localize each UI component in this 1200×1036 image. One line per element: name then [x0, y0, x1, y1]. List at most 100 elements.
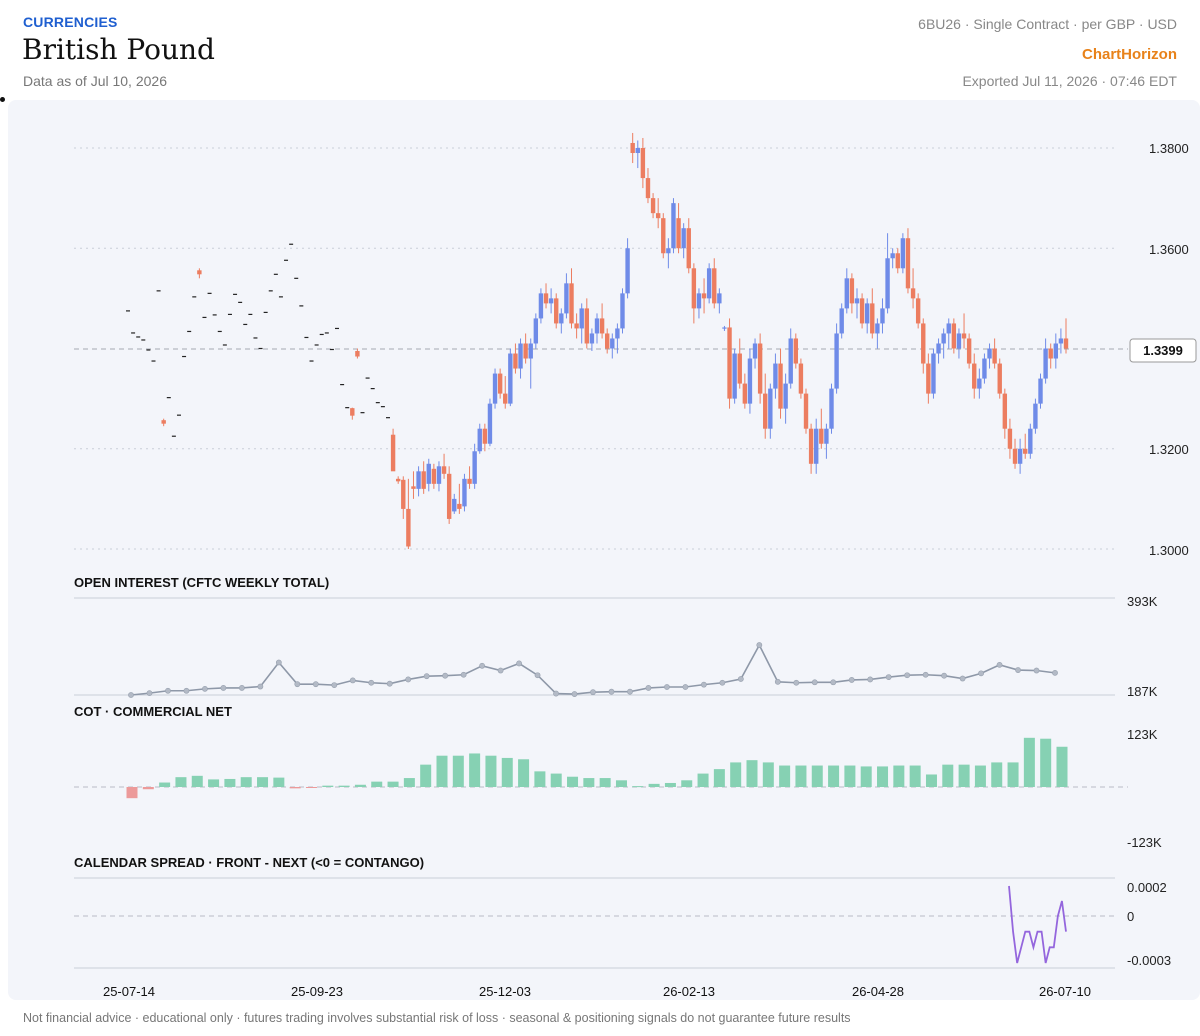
- cot-bar: [1056, 746, 1068, 787]
- candle: [406, 478, 411, 549]
- candle-body: [625, 248, 630, 294]
- cot-bar: [779, 765, 791, 787]
- candle-body: [594, 318, 600, 334]
- cot-bar: [893, 765, 905, 787]
- candle: [844, 268, 849, 314]
- oi-point: [1052, 669, 1058, 676]
- candle: [594, 313, 600, 344]
- cot-bar: [322, 785, 334, 787]
- oi-point: [386, 680, 393, 687]
- candle: [411, 471, 416, 499]
- candle-body: [457, 503, 462, 509]
- category-label: CURRENCIES: [23, 14, 118, 30]
- cot-bar: [224, 778, 236, 787]
- candle-body: [508, 353, 513, 404]
- spread-ytick-min: -0.0003: [1127, 953, 1171, 968]
- x-tick: 25-12-03: [479, 984, 531, 999]
- candle: [905, 228, 911, 294]
- candle: [966, 333, 972, 369]
- candle-body: [1002, 393, 1008, 429]
- oi-point: [830, 679, 837, 686]
- candle-body: [589, 333, 595, 344]
- candle: [798, 358, 804, 399]
- oi-point: [183, 687, 190, 694]
- candle-body: [951, 323, 957, 349]
- candle: [691, 263, 697, 324]
- candle: [788, 328, 793, 389]
- candle-body: [987, 348, 992, 359]
- cot-ytick-max: 123K: [1127, 727, 1158, 742]
- candle-body: [895, 253, 900, 269]
- candle: [1043, 338, 1048, 384]
- oi-point: [867, 676, 874, 683]
- candle-body: [472, 451, 477, 484]
- oi-point: [627, 688, 633, 695]
- candle: [401, 476, 406, 519]
- oi-point: [719, 679, 726, 686]
- candle-body: [870, 303, 875, 334]
- candle-body: [915, 298, 921, 324]
- candle: [747, 348, 753, 414]
- candle: [579, 303, 584, 344]
- candle: [538, 288, 544, 324]
- candle: [436, 461, 442, 492]
- brand-logo[interactable]: ChartHorizon: [1082, 46, 1177, 63]
- candle: [462, 473, 467, 512]
- cot-title: COT · COMMERCIAL NET: [74, 704, 232, 719]
- candle-body: [569, 283, 574, 324]
- candle: [610, 333, 615, 359]
- cot-bar: [925, 774, 937, 787]
- candle: [910, 268, 916, 309]
- candle-body: [620, 293, 625, 329]
- candle: [655, 198, 661, 229]
- candle-body: [640, 148, 646, 179]
- candle: [533, 313, 539, 349]
- candle-body: [482, 428, 488, 444]
- candle: [569, 268, 574, 329]
- oi-point: [737, 676, 744, 682]
- candle: [915, 293, 921, 329]
- cot-bar: [469, 753, 481, 787]
- candle: [1053, 333, 1059, 369]
- candle-body: [579, 308, 584, 329]
- candle: [513, 343, 518, 374]
- candle-body: [936, 343, 941, 354]
- candle: [503, 376, 508, 409]
- candle-body: [1053, 343, 1059, 359]
- candle: [900, 233, 906, 274]
- chart-panel: [8, 100, 1200, 1000]
- price-ytick: 1.3800: [1149, 141, 1189, 156]
- candle: [1028, 423, 1033, 459]
- candle: [686, 218, 691, 274]
- candle: [467, 466, 472, 489]
- cot-bar: [991, 762, 1003, 787]
- candle-body: [859, 298, 865, 324]
- candle-body: [1017, 448, 1023, 464]
- candle: [722, 325, 727, 331]
- cot-bar: [354, 784, 366, 787]
- oi-title: OPEN INTEREST (CFTC WEEKLY TOTAL): [74, 575, 329, 590]
- candle: [997, 358, 1002, 399]
- oi-point: [220, 685, 227, 691]
- candle: [197, 268, 202, 279]
- cot-bar: [942, 764, 954, 787]
- candle: [808, 423, 814, 474]
- candle: [864, 298, 870, 334]
- candle-body: [691, 268, 697, 309]
- candle-body: [355, 351, 360, 357]
- candle-body: [900, 238, 906, 269]
- oi-point: [664, 684, 670, 690]
- candle-body: [497, 373, 503, 394]
- candle-body: [819, 428, 824, 444]
- candle-body: [910, 288, 916, 299]
- cot-bar: [452, 755, 464, 787]
- cot-bar: [338, 785, 350, 787]
- candle: [421, 461, 426, 494]
- open-interest-panel: [128, 642, 1058, 698]
- candle: [701, 278, 707, 314]
- candle-body: [977, 378, 982, 389]
- candle: [987, 343, 992, 369]
- candle: [793, 333, 799, 369]
- candle-body: [1063, 338, 1069, 349]
